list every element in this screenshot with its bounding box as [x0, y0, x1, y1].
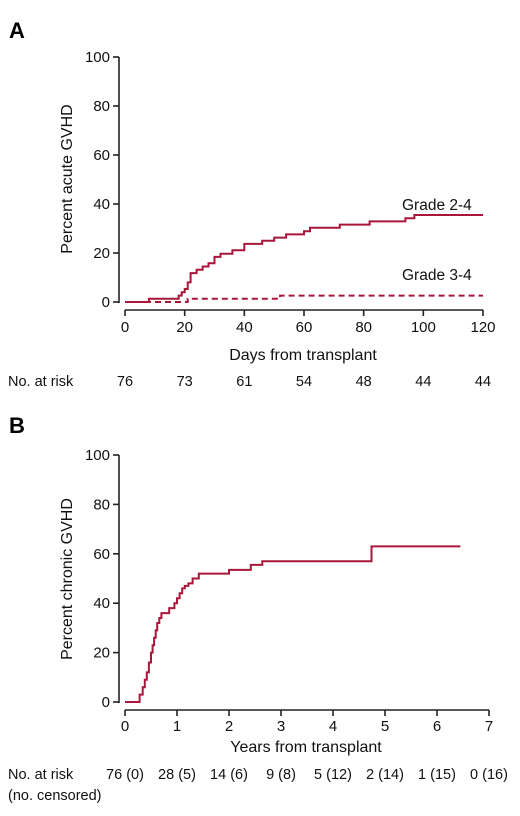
panel-a-y-tick-label: 40 — [93, 196, 110, 213]
series-line-grade-2-4 — [125, 214, 483, 303]
panel-b-x-axis-title: Years from transplant — [230, 739, 382, 756]
panel-b-x-tick-label: 3 — [277, 718, 285, 735]
panel-a-x-axis-title: Days from transplant — [229, 347, 377, 364]
panel-a-x-tick-label: 20 — [176, 319, 193, 336]
panel-a-label: A — [9, 18, 25, 43]
panel-b-series — [125, 545, 461, 703]
panel-b-x-tick-label: 0 — [121, 718, 129, 735]
panel-a-series — [125, 214, 483, 303]
panel-a-x-tick-label: 100 — [411, 319, 436, 336]
panel-a-y-tick-label: 20 — [93, 245, 110, 262]
panel-b-at-risk-value: 9 (8) — [266, 767, 296, 783]
panel-a-at-risk-value: 54 — [296, 374, 312, 390]
panel-a-x-tick-label: 60 — [296, 319, 313, 336]
series-label-grade-3-4: Grade 3-4 — [402, 267, 472, 284]
panel-b-x-tick-label: 7 — [485, 718, 493, 735]
panel-a-at-risk-value: 44 — [415, 374, 431, 390]
panel-b-y-tick-label: 60 — [93, 546, 110, 563]
panel-a-y-tick-label: 60 — [93, 147, 110, 164]
panel-b-at-risk-value: 0 (16) — [470, 767, 508, 783]
panel-a-at-risk-value: 44 — [475, 374, 491, 390]
panel-b-chart: B 0 20 40 60 80 100 0 1 2 3 4 5 6 7 Years from transp… — [8, 413, 508, 804]
panel-a-y-tick-label: 0 — [102, 294, 110, 311]
panel-b-x-tick-label: 4 — [329, 718, 337, 735]
panel-b-y-tick-label: 20 — [93, 645, 110, 662]
panel-b-x-tick-label: 6 — [433, 718, 441, 735]
panel-a-at-risk-values: 76 73 61 54 48 44 44 — [117, 374, 491, 390]
panel-b-y-tick-label: 80 — [93, 496, 110, 513]
panel-b-at-risk-values: 76 (0) 28 (5) 14 (6) 9 (8) 5 (12) 2 (14) 1 (15… — [106, 767, 508, 783]
panel-a-at-risk-value: 76 — [117, 374, 133, 390]
panel-a-at-risk-label: No. at risk — [8, 374, 74, 390]
panel-a-axes: 0 20 40 60 80 100 0 20 40 60 80 100 120 — [85, 49, 496, 336]
panel-b-at-risk-label: No. at risk — [8, 767, 74, 783]
panel-b-at-risk-value: 5 (12) — [314, 767, 352, 783]
series-line-grade-3-4 — [125, 294, 483, 303]
panel-b-y-tick-label: 40 — [93, 595, 110, 612]
panel-b-at-risk-value: 76 (0) — [106, 767, 144, 783]
panel-b-at-risk-value: 14 (6) — [210, 767, 248, 783]
panel-b-x-tick-label: 5 — [381, 718, 389, 735]
panel-b-y-tick-label: 0 — [102, 694, 110, 711]
panel-a-x-tick-label: 40 — [236, 319, 253, 336]
panel-b-label: B — [9, 413, 25, 438]
panel-b-at-risk-value: 28 (5) — [158, 767, 196, 783]
panel-b-x-tick-label: 1 — [173, 718, 181, 735]
panel-b-x-tick-label: 2 — [225, 718, 233, 735]
panel-b-censored-label: (no. censored) — [8, 788, 102, 804]
panel-a-x-tick-label: 0 — [121, 319, 129, 336]
panel-a-x-tick-label: 80 — [355, 319, 372, 336]
series-label-grade-2-4: Grade 2-4 — [402, 197, 472, 214]
panel-a-at-risk-value: 73 — [177, 374, 193, 390]
panel-b-y-axis-title: Percent chronic GVHD — [59, 498, 76, 660]
panel-b-at-risk-value: 2 (14) — [366, 767, 404, 783]
panel-a-y-tick-label: 80 — [93, 98, 110, 115]
panel-a-x-tick-label: 120 — [470, 319, 495, 336]
panel-b-at-risk-value: 1 (15) — [418, 767, 456, 783]
series-line-panel-b — [125, 545, 461, 703]
panel-a-at-risk-value: 61 — [236, 374, 252, 390]
panel-a-y-tick-label: 100 — [85, 49, 110, 66]
panel-a-at-risk-value: 48 — [356, 374, 372, 390]
panel-a-y-axis-title: Percent acute GVHD — [59, 104, 76, 253]
panel-b-y-tick-label: 100 — [85, 447, 110, 464]
panel-b-axes: 0 20 40 60 80 100 0 1 2 3 4 5 6 7 — [85, 447, 493, 735]
